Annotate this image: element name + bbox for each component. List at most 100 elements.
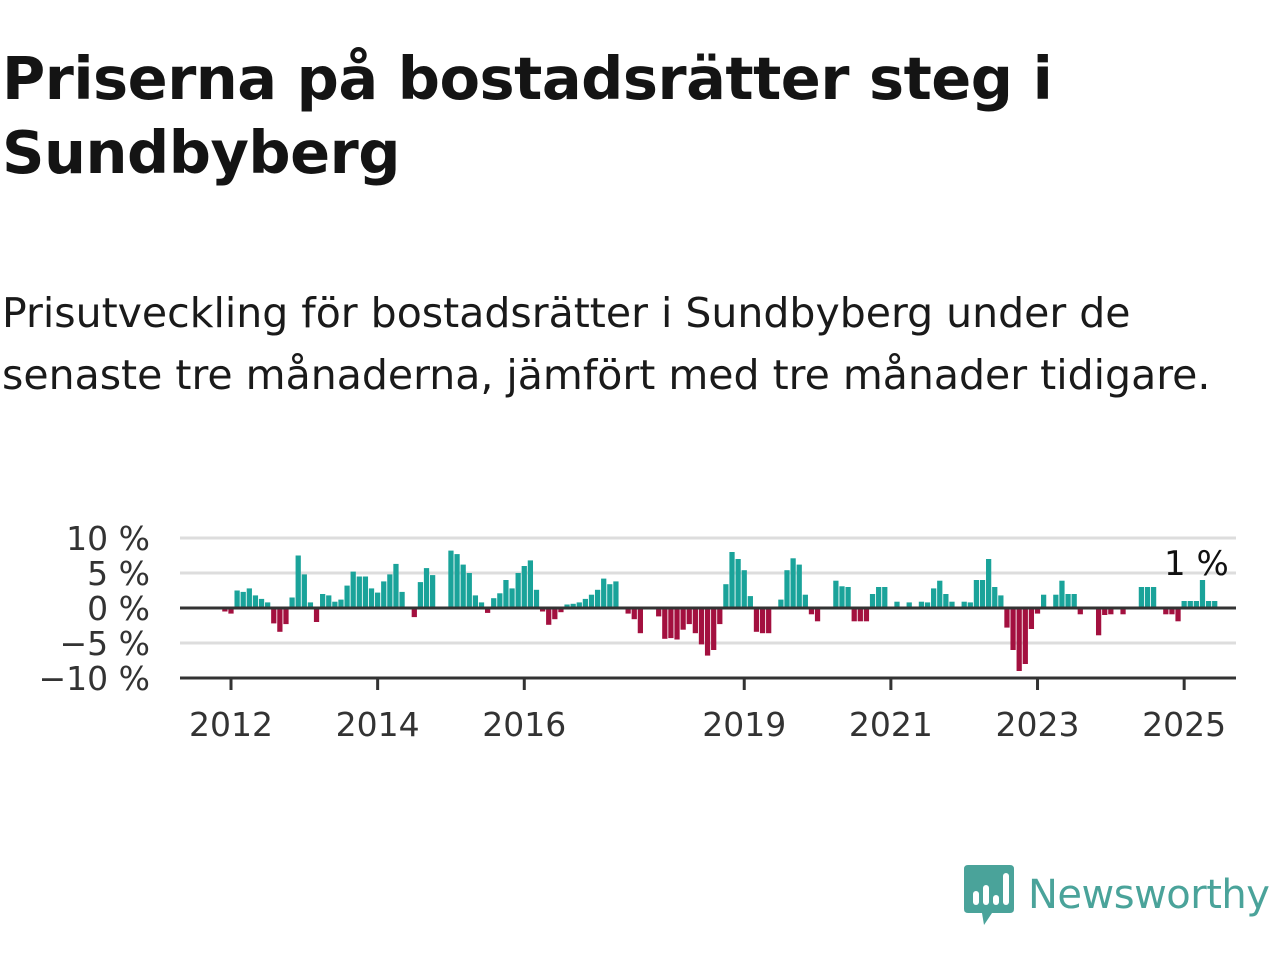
bar-106	[869, 594, 876, 608]
bar-86	[747, 596, 753, 608]
bar-114	[918, 601, 925, 608]
newsworthy-bar-chart-icon	[964, 865, 1014, 925]
bar-118	[943, 594, 949, 608]
bar-87	[753, 608, 760, 632]
bar-61	[594, 589, 601, 608]
bar-67	[631, 608, 637, 620]
bar-82	[723, 584, 729, 608]
bar-28	[393, 563, 399, 608]
bar-108	[882, 587, 888, 608]
bar-136	[1053, 594, 1059, 608]
bar-1	[228, 608, 234, 614]
bar-71	[656, 608, 662, 617]
bar-97	[814, 608, 821, 622]
bar-158	[1187, 601, 1193, 608]
bar-7	[265, 602, 271, 608]
bar-63	[607, 584, 613, 608]
bar-27	[387, 574, 393, 608]
bar-103	[851, 608, 857, 622]
bar-22	[356, 576, 362, 608]
bar-74	[674, 608, 680, 640]
bar-126	[992, 587, 998, 608]
x-tick-label-1: 2014	[336, 705, 420, 744]
bar-125	[986, 559, 992, 608]
bar-9	[277, 608, 283, 632]
bar-115	[924, 602, 931, 608]
bar-40	[466, 573, 472, 608]
y-tick-label-2: 0 %	[87, 589, 150, 628]
bar-104	[857, 608, 863, 622]
bar-49	[521, 566, 527, 608]
bar-88	[759, 608, 766, 634]
bar-76	[686, 608, 692, 625]
bar-46	[503, 580, 509, 608]
bar-79	[704, 608, 711, 656]
bar-68	[637, 608, 643, 634]
bar-55	[558, 608, 564, 613]
bar-5	[252, 595, 259, 608]
bar-89	[766, 608, 772, 634]
bar-84	[735, 559, 741, 608]
bar-31	[411, 608, 417, 618]
bar-24	[368, 588, 375, 608]
bar-127	[998, 595, 1004, 608]
label-layer: 10 %5 %0 %−5 %−10 % 2012 2014 2016 2019 2021 2…	[39, 519, 1229, 744]
bar-14	[307, 602, 314, 608]
bar-102	[845, 587, 851, 608]
bar-94	[796, 564, 802, 608]
y-tick-label-0: 10 %	[66, 519, 150, 558]
bar-132	[1028, 608, 1035, 629]
bar-80	[711, 608, 717, 650]
bar-39	[460, 564, 466, 608]
bar-64	[613, 581, 619, 608]
bar-75	[680, 608, 686, 630]
bar-3	[240, 591, 246, 608]
bar-48	[515, 573, 521, 608]
bar-85	[741, 570, 747, 608]
bar-83	[729, 552, 735, 608]
bar-119	[949, 601, 955, 608]
bar-13	[301, 574, 307, 608]
bar-4	[246, 588, 252, 608]
bar-21	[350, 571, 356, 608]
bar-112	[906, 602, 912, 608]
bar-38	[454, 554, 460, 608]
bar-129	[1010, 608, 1016, 650]
bar-152	[1150, 587, 1157, 608]
page-subtitle: Prisutveckling för bostadsrätter i Sundb…	[2, 289, 1211, 399]
bar-78	[698, 608, 705, 645]
bar-145	[1108, 608, 1114, 615]
bar-150	[1138, 587, 1145, 608]
bar-72	[662, 608, 668, 639]
bar-19	[338, 599, 344, 608]
bar-12	[295, 555, 301, 608]
bar-143	[1095, 608, 1102, 636]
bar-33	[423, 568, 430, 608]
bar-130	[1016, 608, 1022, 671]
bar-51	[533, 589, 540, 608]
brand-name: Newsworthy	[1028, 872, 1270, 918]
bar-151	[1144, 587, 1151, 608]
bar-50	[527, 560, 534, 608]
bar-37	[448, 550, 454, 608]
bar-17	[326, 595, 332, 608]
bar-92	[784, 570, 790, 608]
bar-81	[717, 608, 723, 625]
latest-value-annotation: 1 %	[1164, 544, 1229, 584]
bar-66	[625, 608, 631, 614]
bar-131	[1022, 608, 1028, 664]
bar-96	[808, 608, 815, 615]
page-title: Priserna på bostadsrätter steg i Sundbyb…	[2, 44, 1053, 187]
bar-159	[1193, 601, 1199, 608]
bar-116	[931, 588, 937, 608]
bar-147	[1120, 608, 1126, 615]
bar-123	[973, 580, 980, 608]
bar-8	[271, 608, 277, 624]
bar-162	[1212, 601, 1218, 608]
bar-16	[320, 594, 326, 608]
bar-160	[1199, 580, 1206, 608]
price-change-chart: 10 %5 %0 %−5 %−10 % 2012 2014 2016 2019 2021 2…	[39, 519, 1236, 744]
bar-138	[1065, 594, 1071, 608]
bar-47	[509, 588, 515, 608]
bar-139	[1071, 594, 1077, 608]
